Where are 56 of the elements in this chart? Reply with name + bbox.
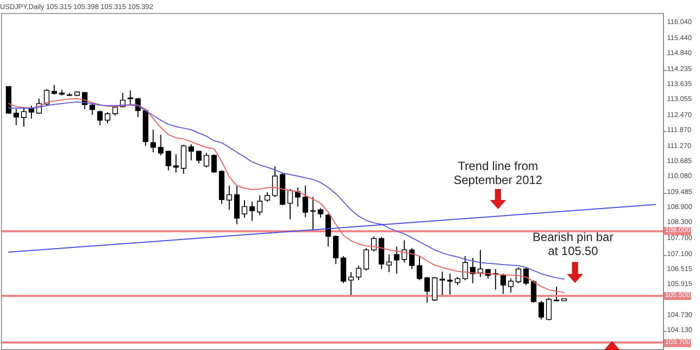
candlestick (44, 88, 50, 106)
candlestick (272, 166, 278, 198)
candlestick (211, 154, 217, 174)
candlestick (333, 234, 339, 265)
candlestick (249, 201, 255, 222)
candlestick (180, 144, 186, 174)
candlestick (158, 134, 164, 156)
candlestick (325, 213, 331, 247)
candlestick (242, 200, 248, 218)
candlestick (52, 84, 58, 96)
candlestick (90, 102, 96, 116)
candlestick (530, 280, 536, 304)
candlestick (432, 276, 438, 302)
candlestick (523, 266, 529, 286)
candlestick (516, 266, 522, 284)
candlestick (302, 185, 308, 218)
candlestick (508, 278, 514, 294)
candlestick (371, 236, 377, 252)
candlestick (295, 186, 301, 208)
candlestick (478, 249, 484, 278)
candlestick (409, 248, 415, 270)
candlestick (204, 152, 210, 168)
candlestick (173, 154, 179, 173)
candlestick (97, 110, 103, 126)
candlestick (234, 185, 240, 225)
candlestick (104, 112, 110, 124)
candlestick (356, 265, 362, 281)
candlestick (554, 286, 560, 302)
candlestick (500, 273, 506, 294)
candlestick (13, 108, 19, 126)
annotation: Bearish pin bar at 105.50 (532, 230, 614, 258)
candlestick (318, 208, 324, 218)
candlestick (166, 150, 172, 171)
candlestick (128, 90, 134, 105)
candlestick (226, 185, 232, 210)
candlestick (340, 256, 346, 284)
candlestick (402, 240, 408, 264)
annotation: Trend line from September 2012 (452, 159, 544, 187)
candlestick (447, 273, 453, 296)
candlestick (21, 108, 27, 128)
candlestick (196, 150, 202, 164)
candlestick (462, 256, 468, 281)
candlestick (348, 272, 354, 297)
candlestick (424, 276, 430, 304)
candlestick (440, 271, 446, 297)
candlestick (188, 144, 194, 161)
candlestick (394, 246, 400, 274)
candlestick (546, 297, 552, 321)
candlestick (264, 192, 270, 202)
candlestick (538, 300, 544, 320)
candlestick (386, 254, 392, 273)
candlestick (416, 256, 422, 281)
candlestick (363, 248, 369, 272)
candlestick (287, 188, 293, 220)
candlestick (256, 194, 262, 216)
candlestick (150, 129, 156, 153)
